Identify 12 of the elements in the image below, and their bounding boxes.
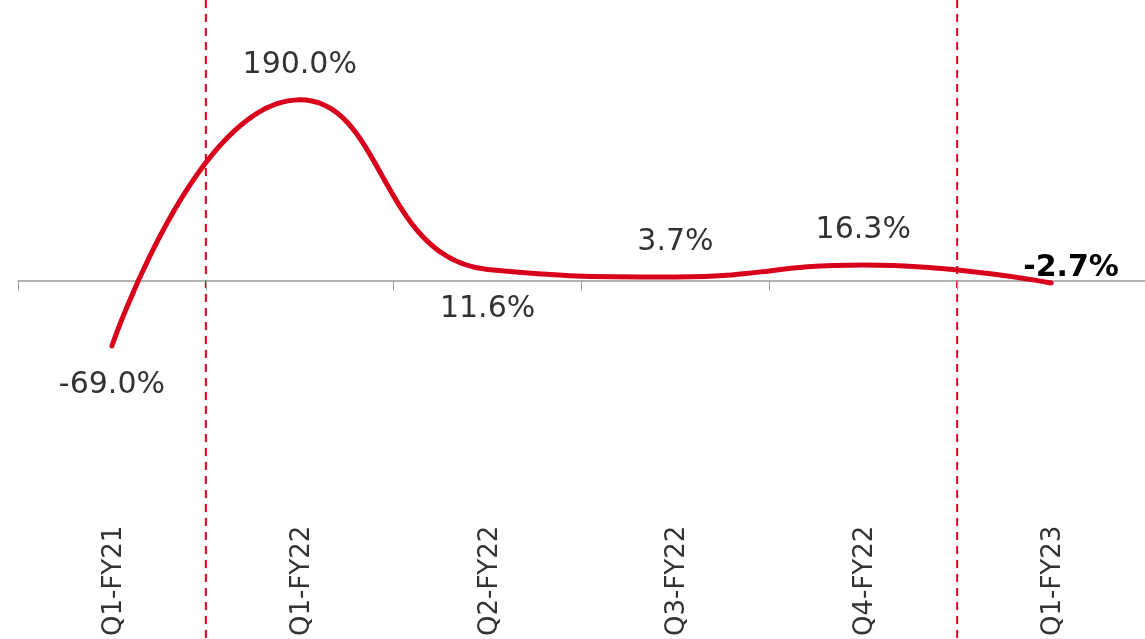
data-label: 11.6%	[439, 288, 536, 324]
data-label: -2.7%	[1023, 248, 1119, 284]
data-label: -69.0%	[58, 365, 165, 401]
x-tick-label: Q1-FY21	[96, 525, 127, 636]
x-tick-label: Q2-FY22	[472, 525, 503, 636]
data-label: 190.0%	[242, 45, 357, 81]
data-label: 16.3%	[815, 210, 911, 246]
x-tick-label: Q1-FY22	[284, 525, 315, 636]
x-tick-label: Q3-FY22	[660, 525, 691, 636]
data-label: 3.7%	[637, 222, 714, 258]
x-tick-label: Q1-FY23	[1036, 525, 1067, 636]
x-tick-label: Q4-FY22	[848, 525, 879, 636]
